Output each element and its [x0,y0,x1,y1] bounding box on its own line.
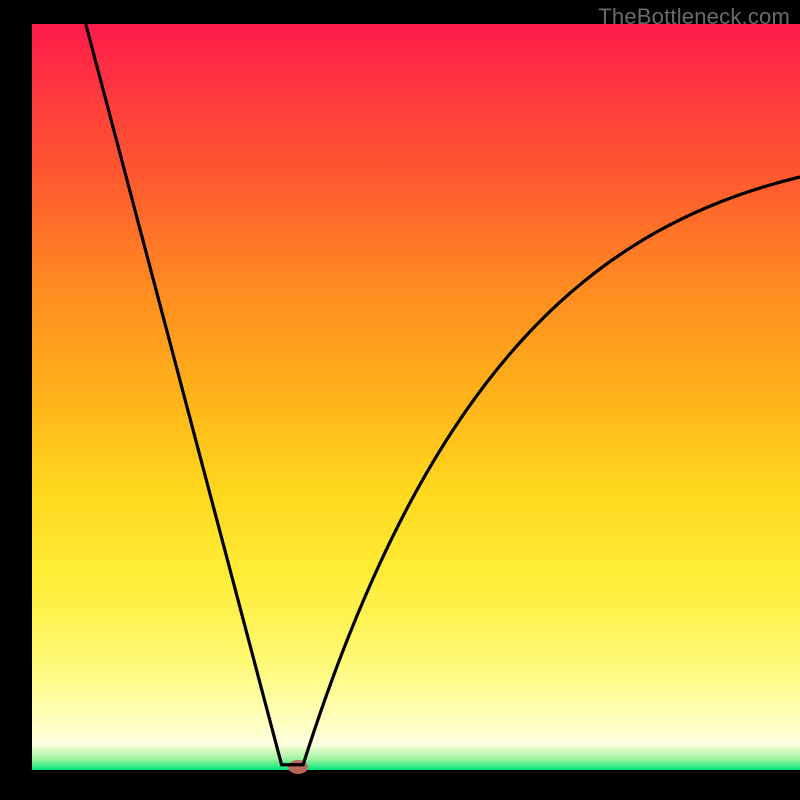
bottleneck-chart [0,0,800,800]
watermark-text: TheBottleneck.com [598,4,790,30]
plot-background [32,24,800,770]
